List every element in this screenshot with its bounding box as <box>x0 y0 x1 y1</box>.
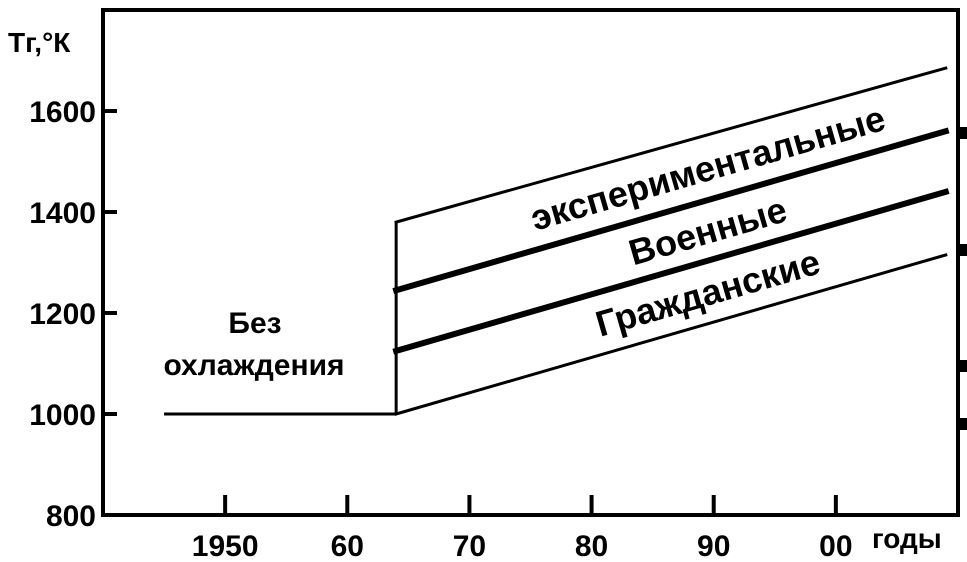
x-tick-label: 00 <box>819 530 852 562</box>
uncooled-label-line2: охлаждения <box>163 349 344 382</box>
y-tick-label: 1400 <box>29 197 96 230</box>
x-tick-label: 70 <box>453 530 486 562</box>
series-lines <box>164 66 950 416</box>
band-boundary-line-1 <box>392 188 950 355</box>
edge-mark <box>960 360 967 372</box>
edge-mark <box>960 127 967 139</box>
y-tick-label: 1200 <box>29 298 96 331</box>
x-tick-label: 60 <box>331 530 364 562</box>
edge-mark <box>960 244 967 256</box>
y-ticks: 800 1000 1200 1400 1600 <box>29 96 117 533</box>
band-boundary-line-0 <box>394 253 948 416</box>
y-tick-label: 1000 <box>29 399 96 432</box>
x-tick-label: 90 <box>697 530 730 562</box>
y-tick-label: 800 <box>46 500 96 533</box>
edge-mark <box>960 418 967 430</box>
band-boundary-line-2 <box>392 127 950 294</box>
x-tick-label: 80 <box>575 530 608 562</box>
x-ticks: 1950 60 70 80 90 00 <box>192 495 853 562</box>
y-tick-label: 1600 <box>29 96 96 129</box>
uncooled-label-line1: Без <box>228 307 281 340</box>
x-axis-title: годы <box>872 523 942 554</box>
band-boundary-line-3 <box>394 66 948 224</box>
plot-frame <box>101 8 960 517</box>
y-axis-title: Тг,°К <box>8 27 71 58</box>
x-tick-label: 1950 <box>192 530 259 562</box>
band-label-2: Гражданские <box>591 241 825 345</box>
right-edge-marks <box>960 127 967 430</box>
